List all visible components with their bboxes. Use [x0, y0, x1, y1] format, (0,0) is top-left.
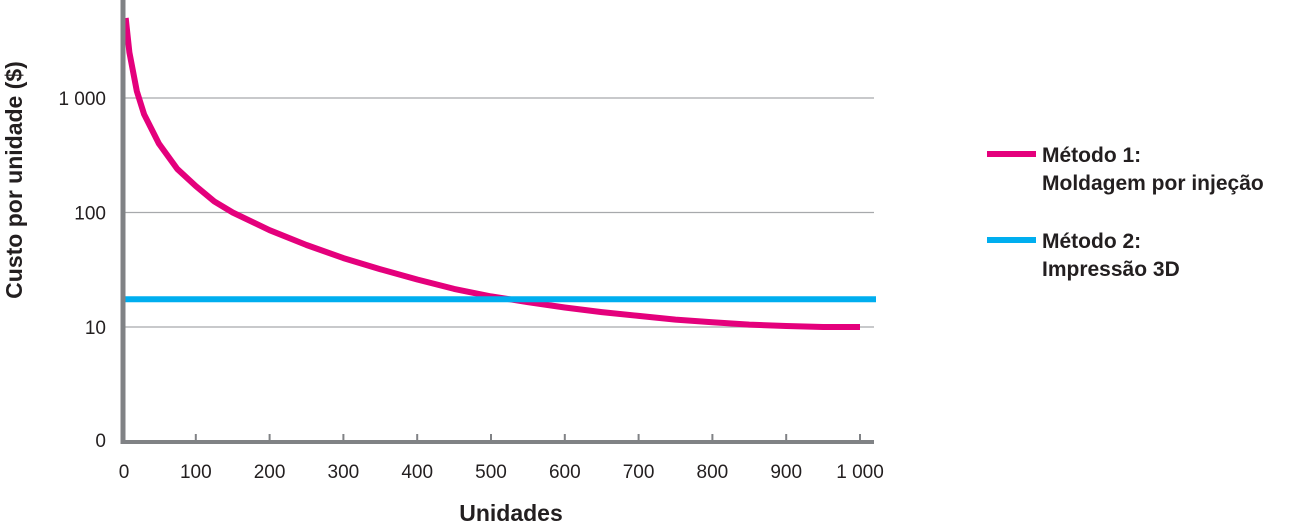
x-tick-label: 700	[623, 462, 655, 483]
y-ticks: 0 10 100 1 000	[58, 89, 106, 452]
axes	[120, 0, 874, 444]
y-axis-title: Custo por unidade ($)	[1, 61, 27, 299]
series-lines	[122, 17, 876, 330]
x-tick-label: 800	[697, 462, 729, 483]
y-tick-label: 10	[85, 318, 106, 339]
legend-label-method-2: Método 2:	[1042, 230, 1141, 253]
x-ticks: 0 100 200 300 400 500 600 700 800 900 1 000	[119, 434, 884, 483]
y-tick-label: 1 000	[58, 89, 106, 110]
legend: Método 1: Moldagem por injeção Método 2:…	[987, 144, 1264, 281]
x-tick-label: 1 000	[836, 462, 884, 483]
x-axis-title: Unidades	[459, 500, 563, 523]
legend-sublabel-method-2: Impressão 3D	[1042, 258, 1180, 281]
legend-item-method-1: Método 1: Moldagem por injeção	[987, 144, 1264, 195]
x-tick-label: 300	[328, 462, 360, 483]
x-tick-label: 500	[475, 462, 507, 483]
legend-item-method-2: Método 2: Impressão 3D	[987, 230, 1180, 281]
series-line-method-1	[122, 17, 860, 330]
y-tick-label: 0	[95, 431, 106, 452]
legend-label-method-1: Método 1:	[1042, 144, 1141, 167]
x-tick-label: 200	[254, 462, 286, 483]
x-tick-label: 100	[180, 462, 212, 483]
x-tick-label: 400	[401, 462, 433, 483]
y-tick-label: 100	[74, 204, 106, 225]
x-tick-label: 600	[549, 462, 581, 483]
x-tick-label: 0	[119, 462, 130, 483]
legend-sublabel-method-1: Moldagem por injeção	[1042, 172, 1264, 195]
x-tick-label: 900	[770, 462, 802, 483]
